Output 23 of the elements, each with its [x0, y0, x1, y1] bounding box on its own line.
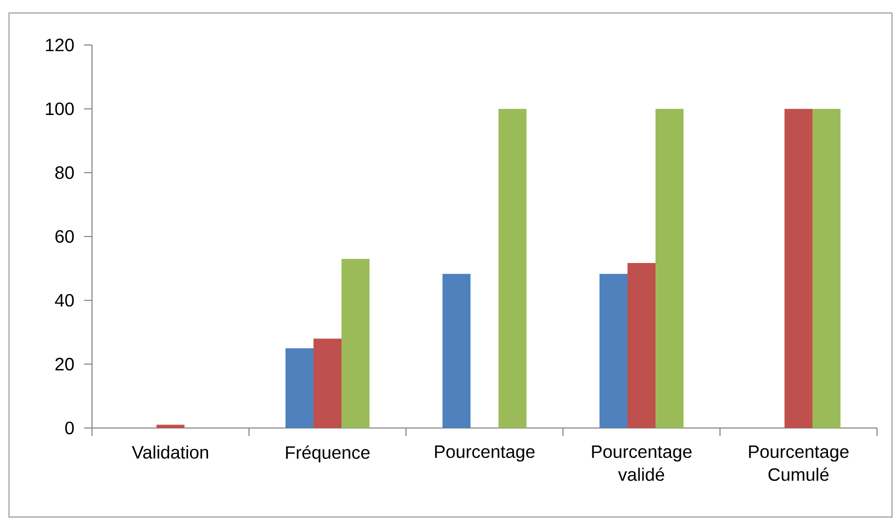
bar — [628, 262, 656, 428]
y-tick-label: 60 — [55, 230, 74, 243]
y-tick-label: 20 — [55, 358, 74, 370]
x-tick-label: Pourcentage — [435, 446, 535, 462]
bar — [314, 338, 342, 428]
bar — [600, 274, 628, 428]
y-tick-label: 0 — [65, 422, 74, 434]
bar — [812, 108, 841, 428]
y-tick-label: 100 — [46, 102, 74, 116]
x-tick-label: Fréquence — [286, 446, 370, 462]
bar — [656, 108, 684, 428]
bar — [342, 258, 370, 428]
bar — [498, 108, 527, 428]
y-tick-label: 120 — [46, 38, 74, 52]
x-tick-label: Pourcentage validé — [592, 446, 692, 481]
x-tick-label: Validation — [132, 446, 208, 459]
x-tick-label: Pourcentage Cumulé — [749, 446, 849, 481]
bar — [442, 274, 471, 428]
y-tick-label: 40 — [54, 294, 74, 307]
bar — [784, 108, 813, 428]
y-tick-label: 80 — [55, 166, 74, 179]
bar — [156, 424, 185, 428]
bar — [286, 348, 314, 428]
